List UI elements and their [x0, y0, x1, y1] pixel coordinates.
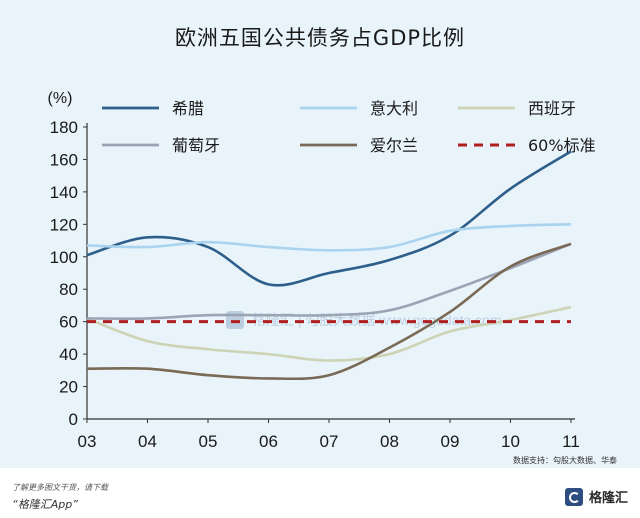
series-line-3 — [86, 305, 572, 362]
legend-label-6: 60%标准 — [528, 136, 596, 155]
footer-app-name: “格隆汇App” — [12, 498, 78, 511]
x-tick-label: 07 — [320, 432, 339, 451]
y-tick-label: 60 — [59, 313, 78, 332]
y-axis-unit: (%) — [48, 90, 73, 107]
source-note: 数据支持：勾股大数据、华泰 — [513, 455, 617, 465]
y-tick-label: 40 — [59, 345, 78, 364]
x-tick-label: 03 — [78, 432, 97, 451]
series-line-2 — [86, 223, 572, 252]
x-tick-label: 11 — [562, 432, 580, 451]
axes: 0 20 40 60 80 100 120 140 160 180 03 04 05 06 07 08 09 10… — [50, 118, 580, 451]
brand-icon — [564, 487, 583, 506]
legend-label-2: 意大利 — [370, 99, 418, 118]
y-tick-label: 0 — [69, 410, 78, 429]
footer: 了解更多图文干货，请下载 “格隆汇App” 格隆汇 — [0, 468, 640, 518]
series-line-4 — [86, 242, 572, 320]
y-tick-label: 120 — [50, 215, 78, 234]
x-tick-label: 05 — [199, 432, 218, 451]
y-tick-label: 160 — [50, 150, 78, 169]
series-line-5 — [86, 242, 572, 381]
brand-name: 格隆汇 — [588, 491, 628, 506]
y-tick-label: 20 — [59, 378, 78, 397]
legend-label-1: 希腊 — [172, 99, 204, 118]
legend-label-5: 爱尔兰 — [370, 136, 418, 155]
legend-label-4: 葡萄牙 — [172, 136, 220, 155]
x-tick-label: 04 — [138, 432, 157, 451]
y-tick-label: 80 — [59, 280, 78, 299]
x-tick-label: 10 — [501, 432, 520, 451]
footer-download-hint: 了解更多图文干货，请下载 — [12, 483, 108, 492]
chart-title: 欧洲五国公共债务占GDP比例 — [174, 26, 466, 50]
legend-label-3: 西班牙 — [528, 99, 576, 118]
y-tick-label: 180 — [50, 118, 78, 137]
x-tick-label: 08 — [380, 432, 399, 451]
y-tick-label: 140 — [50, 183, 78, 202]
x-tick-label: 09 — [441, 432, 460, 451]
series-line-1 — [86, 150, 572, 287]
y-tick-label: 100 — [50, 248, 78, 267]
x-tick-label: 06 — [259, 432, 278, 451]
line-chart: 格隆汇 | 勾股大数据 www.gogudata.com 02040608010… — [48, 90, 617, 465]
brand-logo: 格隆汇 — [564, 487, 628, 506]
series-layer — [86, 150, 572, 381]
